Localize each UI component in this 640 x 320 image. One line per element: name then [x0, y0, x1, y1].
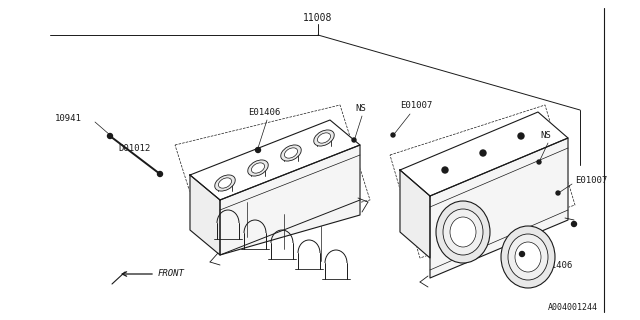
Circle shape	[108, 133, 113, 139]
Ellipse shape	[501, 226, 555, 288]
Circle shape	[556, 191, 560, 195]
Ellipse shape	[443, 209, 483, 255]
Polygon shape	[220, 145, 360, 255]
Circle shape	[255, 148, 260, 153]
Ellipse shape	[314, 130, 334, 146]
Circle shape	[391, 133, 395, 137]
Text: A004001244: A004001244	[548, 303, 598, 313]
Text: FRONT: FRONT	[158, 269, 185, 278]
Circle shape	[572, 221, 577, 227]
Polygon shape	[430, 138, 568, 278]
Circle shape	[352, 138, 356, 142]
Ellipse shape	[508, 234, 548, 280]
Text: E01406: E01406	[540, 260, 572, 269]
Polygon shape	[190, 175, 220, 255]
Text: NS: NS	[540, 131, 551, 140]
Text: NS: NS	[355, 103, 365, 113]
Polygon shape	[400, 170, 430, 258]
Text: 11008: 11008	[303, 13, 333, 23]
Ellipse shape	[215, 175, 236, 191]
Circle shape	[537, 160, 541, 164]
Text: E01406: E01406	[248, 108, 280, 116]
Ellipse shape	[218, 178, 232, 188]
Text: E01007: E01007	[400, 100, 432, 109]
Ellipse shape	[317, 133, 330, 143]
Text: E01007: E01007	[575, 175, 607, 185]
Ellipse shape	[515, 242, 541, 272]
Ellipse shape	[284, 148, 298, 158]
Text: 10941: 10941	[55, 114, 82, 123]
Polygon shape	[400, 112, 568, 196]
Text: D01012: D01012	[118, 143, 150, 153]
Ellipse shape	[281, 145, 301, 161]
Ellipse shape	[252, 163, 264, 173]
Circle shape	[442, 167, 448, 173]
Circle shape	[520, 252, 525, 257]
Polygon shape	[190, 120, 360, 200]
Ellipse shape	[450, 217, 476, 247]
Circle shape	[518, 133, 524, 139]
Circle shape	[157, 172, 163, 177]
Ellipse shape	[436, 201, 490, 263]
Ellipse shape	[248, 160, 268, 176]
Circle shape	[480, 150, 486, 156]
